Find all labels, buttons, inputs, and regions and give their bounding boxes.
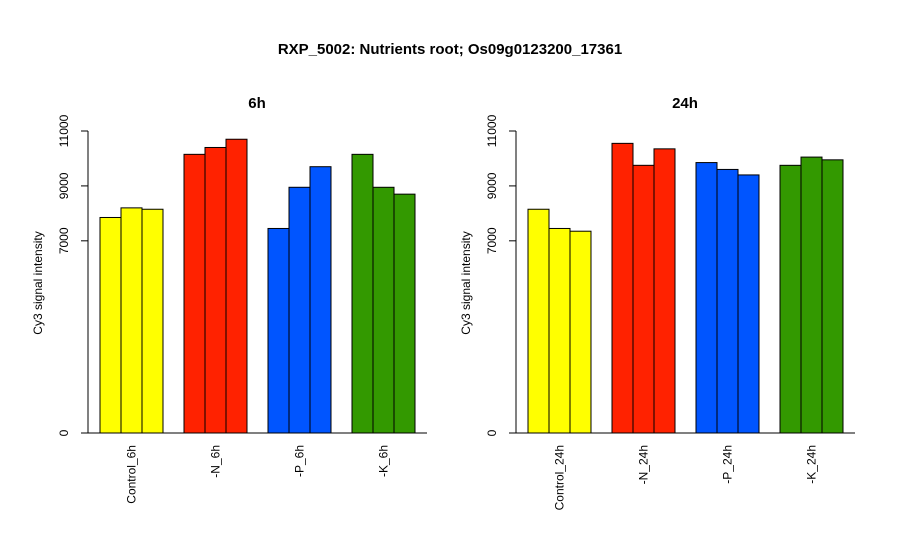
y-tick-label: 11000 <box>57 114 71 147</box>
bar--K_6h-2 <box>372 186 395 434</box>
bar-group <box>527 142 844 434</box>
axes: Control_24h -N_24h -P_24h -K_24h 0 7000 9000 11… <box>485 114 855 510</box>
bar--N_6h-2 <box>204 146 227 434</box>
axes: Control_6h -N_6h -P_6h -K_6h 0 7000 9000 11000 <box>57 114 427 504</box>
y-tick-label: 0 <box>57 429 71 436</box>
chart-panel-6h: 6h Cy3 signal intensity Control_6h -N_6h -… <box>31 95 427 504</box>
bar-Control_24h-3 <box>569 230 592 434</box>
x-tick-label: -P_24h <box>721 445 735 484</box>
y-tick-label: 9000 <box>485 172 499 199</box>
y-tick-label: 7000 <box>485 227 499 254</box>
y-tick-label: 0 <box>485 429 499 436</box>
x-tick-label: -K_24h <box>805 445 819 484</box>
bar--N_6h-1 <box>183 153 206 434</box>
bar-Control_6h-3 <box>141 208 164 434</box>
bar-Control_24h-1 <box>527 208 550 434</box>
panel-title: 24h <box>672 95 698 112</box>
x-tick-label: -N_24h <box>637 445 651 484</box>
x-tick-label: -K_6h <box>377 445 391 477</box>
bar--P_6h-3 <box>309 166 332 434</box>
bar--K_6h-3 <box>393 193 416 434</box>
bar--N_6h-3 <box>225 138 248 434</box>
bar-Control_6h-2 <box>120 207 143 434</box>
bar-Control_24h-2 <box>548 227 571 434</box>
y-tick-label: 11000 <box>485 114 499 147</box>
bar--K_24h-1 <box>779 164 802 434</box>
figure-title: RXP_5002: Nutrients root; Os09g0123200_1… <box>278 41 622 58</box>
y-axis-label: Cy3 signal intensity <box>31 231 45 334</box>
x-tick-label: Control_24h <box>553 445 567 510</box>
bar--K_24h-2 <box>800 156 823 434</box>
bar--P_24h-3 <box>737 174 760 434</box>
panel-title: 6h <box>248 95 266 112</box>
bar--P_24h-1 <box>695 162 718 434</box>
chart-panel-24h: 24h Cy3 signal intensity Control_24h -N_2… <box>459 95 855 510</box>
y-axis-label: Cy3 signal intensity <box>459 231 473 334</box>
bar--P_6h-2 <box>288 186 311 434</box>
x-tick-label: -N_6h <box>209 445 223 478</box>
x-tick-label: -P_6h <box>293 445 307 477</box>
bar--N_24h-2 <box>632 164 655 434</box>
bar--K_6h-1 <box>351 153 374 434</box>
bar--P_6h-1 <box>267 227 290 434</box>
bar--P_24h-2 <box>716 168 739 434</box>
bar--N_24h-3 <box>653 148 676 434</box>
bar-Control_6h-1 <box>99 216 122 434</box>
bar--N_24h-1 <box>611 142 634 434</box>
bar-group <box>99 138 416 434</box>
x-tick-label: Control_6h <box>125 445 139 504</box>
y-tick-label: 9000 <box>57 172 71 199</box>
bar--K_24h-3 <box>821 159 844 434</box>
y-tick-label: 7000 <box>57 227 71 254</box>
